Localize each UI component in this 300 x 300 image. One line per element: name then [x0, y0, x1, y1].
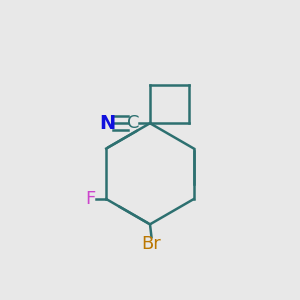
Text: Br: Br [142, 235, 161, 253]
Text: F: F [85, 190, 95, 208]
Text: N: N [99, 114, 115, 133]
Text: C: C [128, 114, 140, 132]
